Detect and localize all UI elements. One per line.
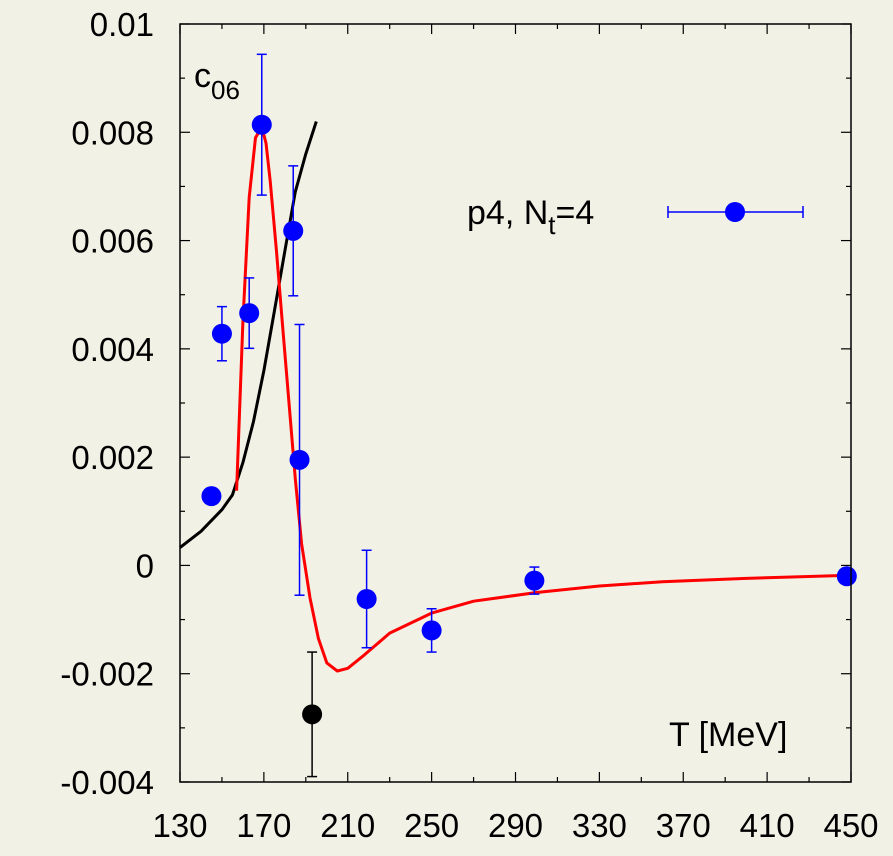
x-tick-label: 250 bbox=[404, 807, 459, 844]
panel-label-main: c bbox=[194, 57, 211, 95]
data-point bbox=[421, 620, 442, 641]
x-tick-label: 210 bbox=[320, 807, 375, 844]
data-point bbox=[356, 588, 377, 609]
panel-label: c06 bbox=[194, 57, 240, 105]
data-point bbox=[289, 449, 310, 470]
panel-label-sub: 06 bbox=[211, 75, 240, 105]
legend-label: p4, Nt=4 bbox=[467, 194, 594, 240]
y-tick-label: -0.002 bbox=[60, 656, 154, 693]
y-tick-label: 0.006 bbox=[71, 223, 154, 260]
data-point bbox=[239, 303, 260, 324]
data-point bbox=[201, 486, 222, 507]
y-tick-label: 0.008 bbox=[71, 114, 154, 151]
x-tick-label: 410 bbox=[740, 807, 795, 844]
data-point bbox=[283, 220, 304, 241]
data-point bbox=[251, 114, 272, 135]
data-point bbox=[524, 570, 545, 591]
x-tick-label: 450 bbox=[823, 807, 878, 844]
x-tick-label: 130 bbox=[152, 807, 207, 844]
data-point bbox=[211, 323, 232, 344]
y-tick-labels: -0.004 -0.002 0 0.002 0.004 0.006 0.008 0.01 bbox=[60, 6, 154, 801]
tick-marks bbox=[179, 23, 852, 783]
curve-black bbox=[179, 121, 318, 549]
data-point bbox=[302, 704, 323, 725]
x-tick-labels: 130 170 210 250 290 330 370 410 450 bbox=[152, 807, 878, 844]
legend-label-prefix: p4, N bbox=[467, 194, 548, 232]
legend-marker bbox=[725, 202, 745, 222]
y-tick-label: -0.004 bbox=[60, 764, 154, 801]
x-tick-label: 290 bbox=[488, 807, 543, 844]
plot-frame bbox=[179, 23, 852, 783]
x-tick-label: 370 bbox=[656, 807, 711, 844]
legend: p4, Nt=4 bbox=[467, 194, 804, 240]
legend-label-sub: t bbox=[548, 210, 556, 240]
y-tick-label: 0.01 bbox=[90, 6, 154, 43]
x-axis-label: T [MeV] bbox=[669, 716, 787, 754]
x-tick-label: 170 bbox=[236, 807, 291, 844]
data-points bbox=[201, 53, 857, 778]
data-point bbox=[836, 566, 857, 587]
legend-label-suffix: =4 bbox=[556, 194, 595, 232]
y-tick-label: 0 bbox=[136, 547, 154, 584]
x-tick-label: 330 bbox=[572, 807, 627, 844]
y-tick-label: 0.004 bbox=[71, 331, 154, 368]
y-tick-label: 0.002 bbox=[71, 439, 154, 476]
